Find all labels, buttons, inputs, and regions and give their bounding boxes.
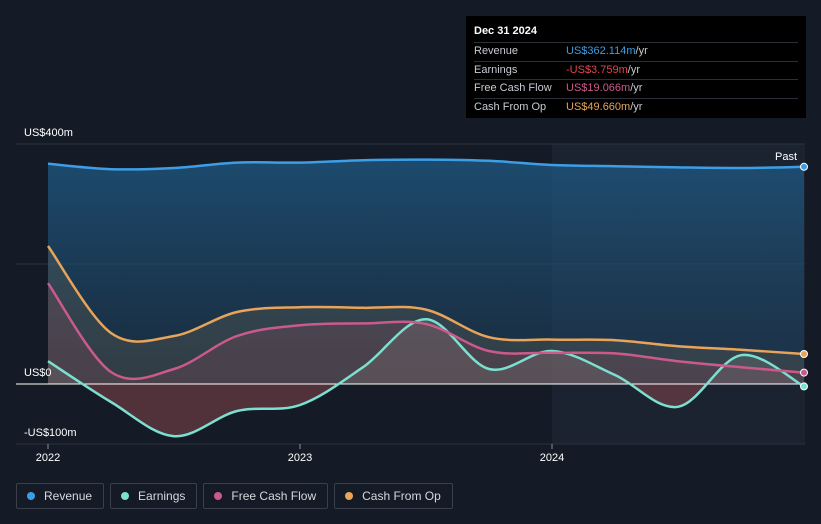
legend-label: Revenue	[44, 489, 93, 503]
tooltip-date: Dec 31 2024	[474, 25, 537, 37]
x-tick-label-2022: 2022	[36, 452, 60, 464]
tooltip-row: Free Cash Flow US$19.066m /yr	[474, 79, 798, 98]
cash-from-op-line	[46, 245, 805, 356]
tooltip-row-value: US$19.066m	[566, 82, 631, 94]
x-tick-label-2024: 2024	[540, 452, 564, 464]
y-label-bottom: -US$100m	[24, 427, 77, 439]
tooltip-row-value: -US$3.759m	[566, 63, 628, 76]
legend-item-cash-from-op[interactable]: Cash From Op	[334, 483, 453, 509]
tooltip-row: Revenue US$362.114m /yr	[474, 42, 798, 61]
legend-label: Earnings	[138, 489, 186, 503]
free-cash-flow-endpoint	[800, 368, 808, 377]
legend-dot-icon	[214, 492, 223, 500]
tooltip-row: Cash From Op US$49.660m /yr	[474, 97, 798, 117]
tooltip-row-value: US$49.660m	[566, 100, 631, 113]
legend-dot-icon	[27, 492, 35, 500]
earnings-line	[47, 317, 805, 438]
tooltip-row-label: Revenue	[474, 45, 519, 57]
y-label-zero: US$0	[24, 367, 52, 379]
tooltip-row: Earnings -US$3.759m /yr	[474, 60, 798, 80]
tooltip-row-label: Cash From Op	[474, 100, 547, 113]
x-tick-label-2023: 2023	[288, 452, 312, 464]
tooltip-row-label: Earnings	[474, 63, 518, 76]
past-label: Past	[775, 151, 797, 163]
legend-item-earnings[interactable]: Earnings	[110, 483, 198, 509]
legend-dot-icon	[121, 492, 130, 500]
revenue-area	[48, 159, 804, 384]
legend-item-free-cash-flow[interactable]: Free Cash Flow	[203, 483, 329, 509]
earnings-negative-area	[48, 384, 804, 437]
cash-from-op-endpoint	[800, 350, 808, 358]
tooltip-row-unit: /yr	[630, 82, 643, 94]
legend-label: Cash From Op	[362, 489, 441, 503]
cash-from-op-area	[48, 246, 804, 384]
legend-item-revenue[interactable]: Revenue	[16, 483, 105, 509]
legend-dot-icon	[345, 492, 354, 500]
tooltip-row-unit: /yr	[635, 45, 648, 57]
legend-label: Free Cash Flow	[231, 489, 317, 503]
free-cash-flow-line	[46, 282, 805, 381]
free-cash-flow-area	[48, 283, 804, 384]
legend: Revenue Earnings Free Cash Flow Cash From O…	[16, 483, 453, 509]
tooltip-row-unit: /yr	[630, 100, 643, 113]
tooltip-row-value: US$362.114m	[566, 45, 636, 57]
revenue-endpoint	[800, 162, 808, 171]
y-label-top: US$400m	[24, 127, 73, 139]
earnings-area	[48, 319, 804, 437]
tooltip: Dec 31 2024 Revenue US$362.114m /yr Earnin…	[466, 16, 806, 118]
tooltip-row-label: Free Cash Flow	[474, 82, 552, 94]
tooltip-row-unit: /yr	[627, 63, 640, 76]
earnings-endpoint	[800, 382, 808, 391]
revenue-line	[47, 158, 805, 171]
